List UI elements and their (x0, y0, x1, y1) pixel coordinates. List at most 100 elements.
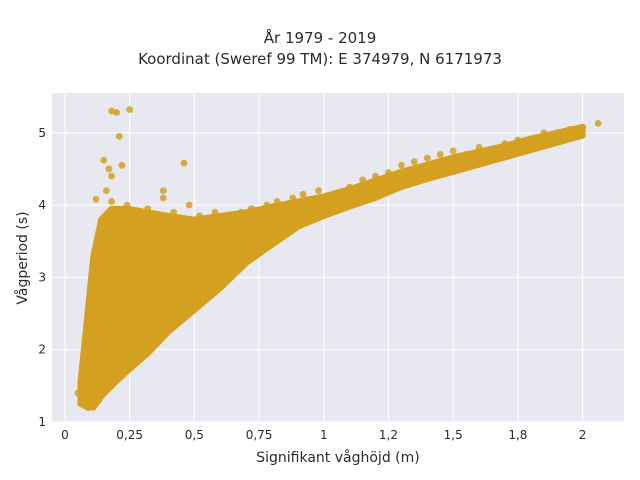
data-point (74, 389, 82, 397)
y-tick-label: 3 (38, 270, 46, 284)
data-point (190, 237, 198, 245)
data-point (307, 201, 315, 209)
data-point (398, 161, 405, 169)
data-point (79, 393, 87, 401)
y-tick-label: 5 (38, 126, 46, 140)
x-tick-label: 1,5 (444, 428, 463, 442)
data-point (100, 375, 108, 383)
data-point (113, 109, 121, 116)
data-point (333, 190, 341, 198)
x-tick-label: 0 (61, 428, 69, 442)
data-point (579, 123, 586, 131)
chart-subtitle: Koordinat (Sweref 99 TM): E 374979, N 61… (138, 50, 502, 68)
data-point (108, 382, 115, 390)
data-point (170, 208, 178, 216)
data-point (92, 195, 100, 203)
data-point (154, 302, 162, 310)
data-point (540, 129, 548, 137)
data-point (211, 208, 219, 216)
data-point (92, 273, 100, 281)
data-point (165, 295, 172, 303)
data-point (359, 176, 366, 184)
data-point (126, 339, 134, 346)
data-point (206, 223, 214, 231)
data-point (247, 205, 255, 213)
data-point (159, 194, 167, 202)
y-tick-label: 4 (38, 198, 46, 212)
data-point (514, 136, 522, 144)
point-cloud-area (77, 123, 586, 411)
data-point (115, 132, 123, 140)
data-point (118, 216, 126, 223)
data-point (268, 216, 276, 223)
data-point (190, 273, 198, 281)
x-axis-label: Signifikant våghöjd (m) (256, 449, 419, 466)
data-point (97, 237, 105, 245)
data-point (144, 205, 152, 213)
data-point (436, 151, 444, 158)
y-tick-label: 1 (38, 415, 46, 429)
y-tick-labels: 1 2 3 4 5 (38, 126, 46, 429)
data-point (95, 396, 102, 404)
data-point (242, 230, 250, 238)
data-point (123, 201, 131, 209)
y-axis-label: Vågperiod (s) (14, 211, 31, 304)
data-point (87, 360, 95, 368)
data-point (281, 212, 289, 220)
data-point (372, 172, 379, 180)
data-point (410, 158, 418, 166)
data-point (159, 187, 167, 195)
data-point (475, 143, 483, 151)
data-point (216, 252, 224, 260)
data-point (263, 201, 271, 209)
data-point (222, 216, 229, 223)
x-tick-label: 0,75 (246, 428, 273, 442)
data-point (105, 212, 113, 220)
data-point (152, 216, 159, 223)
data-point (180, 159, 188, 167)
data-point (423, 154, 431, 162)
x-tick-label: 2 (579, 428, 587, 442)
point-density-cloud (77, 123, 586, 411)
data-point (92, 295, 100, 303)
data-point (102, 346, 110, 354)
y-tick-label: 2 (38, 343, 46, 357)
data-point (229, 237, 237, 245)
data-point (462, 151, 470, 158)
data-point (553, 129, 561, 137)
data-point (320, 198, 328, 205)
data-point (113, 208, 121, 216)
data-point (118, 161, 126, 169)
data-point (203, 259, 211, 267)
data-point (165, 230, 172, 238)
data-point (315, 187, 322, 195)
chart-title: År 1979 - 2019 (263, 29, 377, 47)
data-point (594, 119, 602, 127)
data-point (294, 205, 302, 213)
data-point (289, 194, 297, 202)
data-point (118, 346, 126, 354)
data-point (110, 331, 118, 339)
data-point (105, 165, 113, 173)
data-point (488, 147, 496, 155)
data-point (126, 106, 134, 114)
data-point (139, 223, 146, 231)
data-point (102, 187, 110, 195)
data-point (299, 190, 307, 198)
data-point (84, 404, 92, 411)
x-tick-label: 0,5 (185, 428, 204, 442)
data-point (87, 382, 95, 390)
data-points (74, 106, 602, 411)
data-point (196, 212, 203, 220)
data-point (146, 310, 154, 317)
data-point (237, 208, 245, 216)
data-point (178, 223, 185, 231)
data-point (255, 223, 263, 231)
data-point (131, 208, 139, 216)
x-tick-label: 0,25 (116, 428, 143, 442)
data-point (113, 367, 121, 375)
data-point (108, 107, 115, 115)
data-point (100, 156, 108, 164)
